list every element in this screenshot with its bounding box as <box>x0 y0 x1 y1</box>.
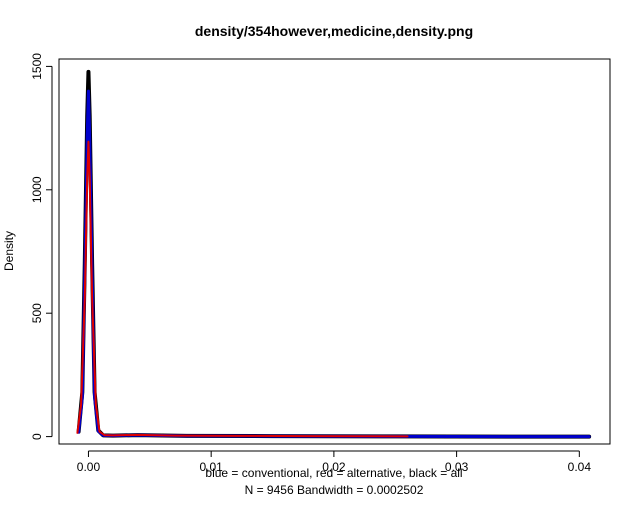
y-axis-label: Density <box>2 231 16 271</box>
plot-frame <box>58 58 611 445</box>
x-tick-label: 0.04 <box>568 460 592 474</box>
y-tick-label: 1000 <box>30 176 44 203</box>
y-axis: 0 500 1000 1500 <box>30 53 53 440</box>
y-tick-label: 1500 <box>30 53 44 80</box>
series-line-alternative <box>76 140 409 438</box>
x-axis-label: blue = conventional, red = alternative, … <box>205 466 462 480</box>
series-line-all <box>76 69 592 439</box>
x-axis: 0.00 0.01 0.02 0.03 0.04 <box>77 450 592 474</box>
x-tick-label: 0.03 <box>445 460 469 474</box>
y-tick-label: 500 <box>30 303 44 323</box>
series-line-conventional <box>77 89 591 439</box>
series-layer <box>76 69 592 439</box>
y-tick-label: 0 <box>30 433 44 440</box>
x-tick-label: 0.00 <box>77 460 101 474</box>
x-tick-label: 0.02 <box>322 460 346 474</box>
chart-title: density/354however,medicine,density.png <box>195 23 473 39</box>
x-tick-label: 0.01 <box>199 460 223 474</box>
x-axis-sublabel: N = 9456 Bandwidth = 0.0002502 <box>245 483 424 497</box>
